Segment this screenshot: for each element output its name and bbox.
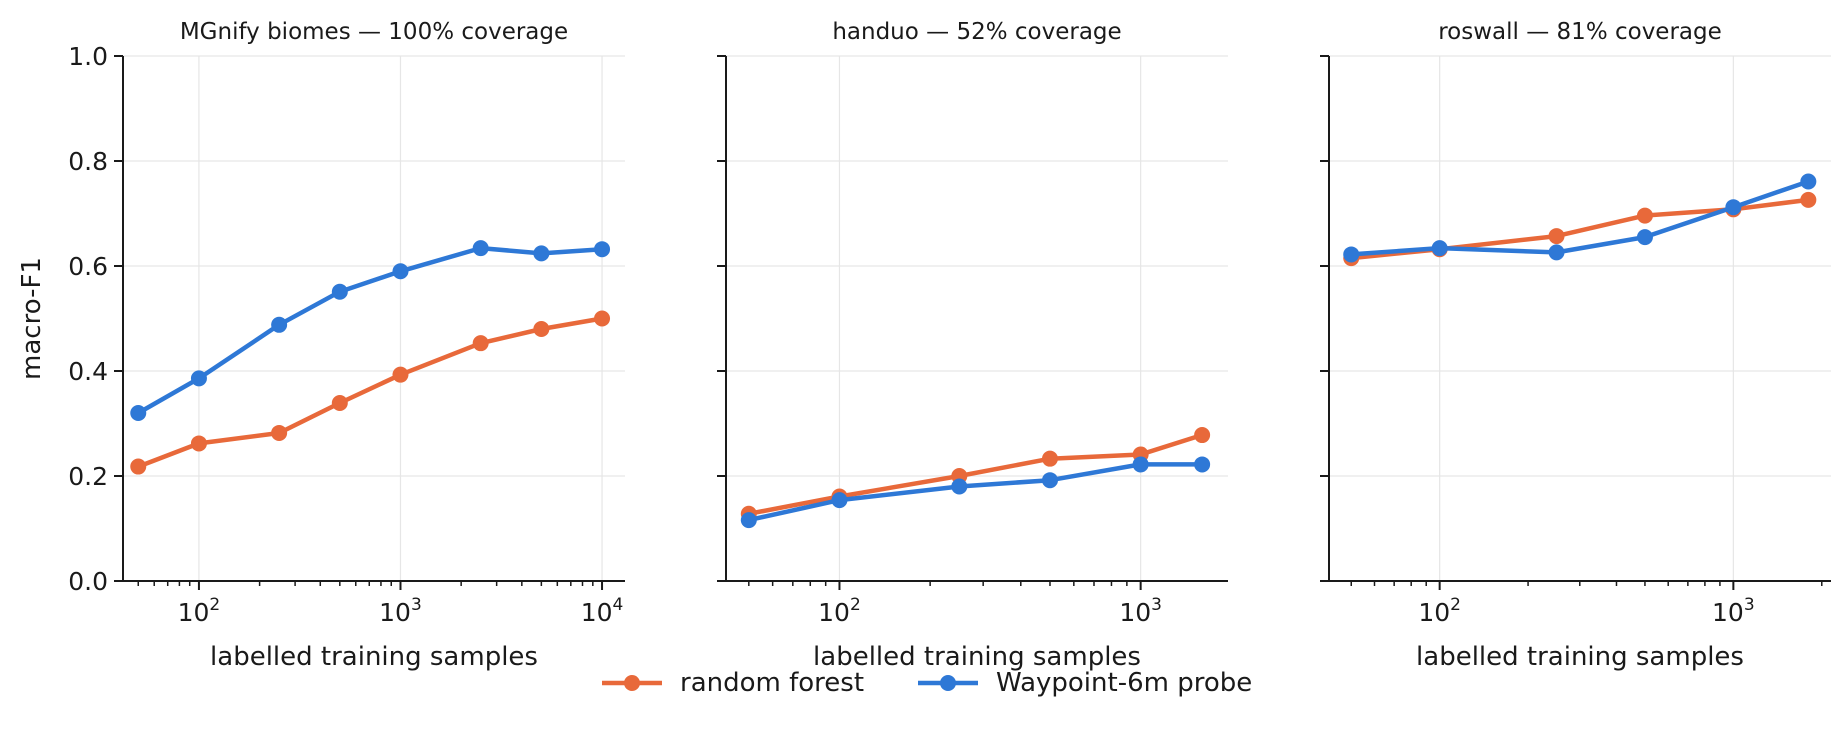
series-line-waypoint-probe — [748, 462, 1203, 523]
y-tick-label: 1.0 — [68, 42, 108, 71]
data-point-waypoint-probe — [951, 478, 968, 495]
x-tick-label: 102 — [818, 595, 861, 627]
data-point-waypoint-probe — [1725, 199, 1742, 216]
x-axis-label: labelled training samples — [1416, 642, 1744, 672]
legend-item-waypoint-probe: Waypoint-6m probe — [916, 668, 1252, 698]
data-point-random-forest — [190, 435, 207, 452]
y-tick-label: 0.2 — [68, 462, 108, 491]
data-point-random-forest — [331, 395, 348, 412]
legend-swatch-waypoint-probe — [918, 675, 979, 691]
data-point-waypoint-probe — [594, 241, 611, 258]
data-point-waypoint-probe — [1132, 456, 1149, 473]
legend: random forest Waypoint-6m probe — [600, 668, 1252, 698]
y-tick-label: 0.0 — [68, 567, 108, 596]
data-point-waypoint-probe — [1431, 240, 1448, 257]
x-tick-label: 103 — [1712, 595, 1755, 627]
x-tick-label: 102 — [1418, 595, 1461, 627]
data-point-waypoint-probe — [1800, 173, 1817, 190]
data-point-waypoint-probe — [533, 245, 550, 262]
data-point-random-forest — [1636, 207, 1653, 224]
data-point-random-forest — [594, 310, 611, 327]
x-tick-label: 102 — [178, 595, 221, 627]
legend-label-random-forest: random forest — [680, 668, 865, 698]
x-tick-label: 104 — [581, 595, 624, 627]
y-axis-label: macro-F1 — [17, 257, 47, 380]
panel-title: MGnify biomes — 100% coverage — [180, 19, 568, 45]
data-point-waypoint-probe — [740, 512, 757, 529]
x-axis-label: labelled training samples — [813, 642, 1141, 672]
data-point-random-forest — [1800, 191, 1817, 208]
legend-swatch-random-forest — [602, 675, 662, 691]
x-tick-label: 103 — [1119, 595, 1162, 627]
series-line-waypoint-probe — [137, 245, 603, 415]
series-line-random-forest — [137, 316, 603, 469]
series-line-random-forest — [748, 432, 1203, 517]
x-tick-label: 103 — [379, 595, 422, 627]
legend-label-waypoint-probe: Waypoint-6m probe — [996, 668, 1253, 698]
legend-item-random-forest: random forest — [600, 668, 864, 698]
data-point-waypoint-probe — [831, 492, 848, 509]
data-point-random-forest — [1548, 228, 1565, 245]
data-point-random-forest — [130, 458, 147, 475]
data-point-waypoint-probe — [1343, 246, 1360, 263]
data-point-waypoint-probe — [190, 370, 207, 387]
data-point-waypoint-probe — [1194, 456, 1211, 473]
panel-title: handuo — 52% coverage — [832, 19, 1121, 45]
data-point-random-forest — [533, 321, 550, 337]
data-point-waypoint-probe — [331, 283, 348, 300]
series-line-waypoint-probe — [1351, 179, 1810, 257]
data-point-random-forest — [1194, 427, 1211, 444]
y-tick-label: 0.6 — [68, 252, 108, 281]
data-point-random-forest — [1041, 450, 1058, 467]
data-point-waypoint-probe — [472, 240, 489, 257]
panel-3: 102 103 roswall — 81% coverage labelled tra… — [1320, 19, 1831, 672]
y-tick-label: 0.8 — [68, 147, 108, 176]
data-point-waypoint-probe — [392, 263, 409, 280]
data-point-waypoint-probe — [271, 316, 288, 333]
data-point-waypoint-probe — [1548, 244, 1565, 261]
data-point-waypoint-probe — [1636, 229, 1653, 246]
x-axis-label: labelled training samples — [210, 642, 538, 672]
data-point-waypoint-probe — [130, 405, 147, 421]
y-tick-label: 0.4 — [68, 357, 108, 386]
panel-1: 0.0 0.2 0.4 0.6 0.8 1.0 102 103 104 MGnify biomes… — [17, 19, 625, 672]
panel-2: 102 103 handuo — 52% coverage labelled trai… — [717, 19, 1228, 672]
data-point-random-forest — [392, 366, 409, 383]
data-point-random-forest — [472, 335, 489, 352]
data-point-waypoint-probe — [1041, 472, 1058, 489]
panel-title: roswall — 81% coverage — [1438, 19, 1722, 45]
data-point-random-forest — [271, 424, 288, 441]
